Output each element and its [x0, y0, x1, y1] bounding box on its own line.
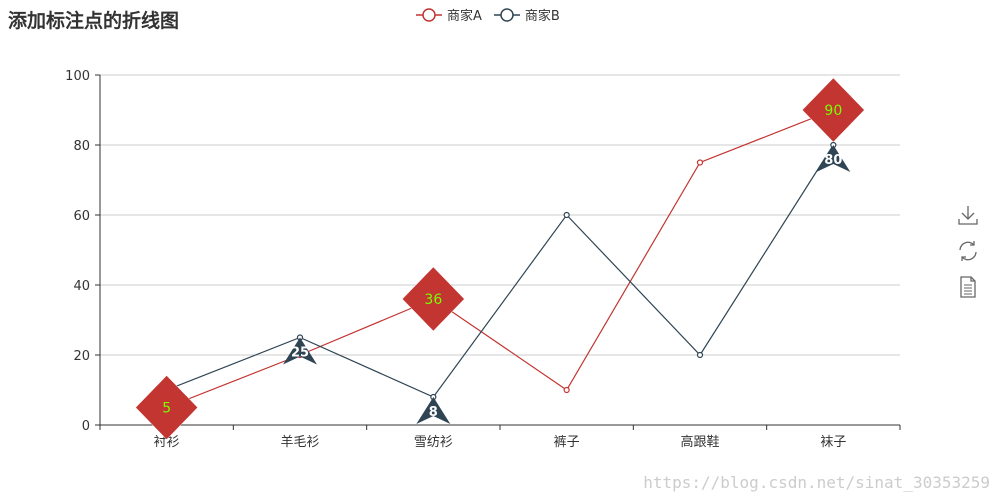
legend-item-b[interactable]: 商家B [493, 5, 560, 24]
data-point [696, 159, 704, 166]
x-tick-label: 裤子 [554, 435, 580, 450]
y-tick-label: 20 [73, 349, 90, 364]
refresh-icon[interactable] [956, 239, 980, 263]
y-tick-label: 100 [65, 69, 90, 84]
legend-label: 商家B [524, 9, 560, 24]
mark-point-label: 8 [429, 405, 438, 420]
watermark: https://blog.csdn.net/sinat_30353259 [643, 473, 990, 492]
mark-point-label: 25 [291, 346, 309, 361]
y-tick-label: 40 [73, 279, 90, 294]
x-tick-label: 雪纺衫 [414, 435, 453, 450]
mark-point-diamond [135, 375, 199, 440]
x-tick-label: 袜子 [820, 435, 846, 450]
mark-point-arrow [416, 397, 451, 424]
y-tick-label: 60 [73, 209, 90, 224]
legend-item-a[interactable]: 商家A [416, 5, 482, 24]
x-tick-label: 衬衫 [154, 435, 180, 450]
mark-point-label: 90 [824, 103, 842, 119]
data-point [563, 211, 570, 219]
mark-point-label: 36 [424, 292, 442, 308]
series-line-1 [166, 144, 834, 398]
data-point [563, 386, 570, 394]
chart-title: 添加标注点的折线图 [8, 10, 180, 32]
mark-point-label: 5 [162, 401, 171, 417]
mark-point-label: 80 [824, 153, 842, 168]
x-tick-label: 羊毛衫 [280, 434, 319, 450]
legend-line-circle-icon [416, 7, 442, 22]
series-line-0 [166, 109, 834, 409]
data-point [696, 351, 704, 359]
legend: 商家A 商家B [416, 5, 560, 24]
mark-point-arrow [283, 337, 317, 365]
mark-point-diamond [801, 77, 865, 143]
x-tick-label: 高跟鞋 [680, 434, 719, 450]
legend-line-circle-icon [493, 7, 520, 22]
legend-label: 商家A [447, 9, 482, 24]
y-tick-label: 0 [82, 419, 90, 434]
mark-point-arrow [816, 145, 851, 172]
download-icon[interactable] [956, 203, 980, 227]
data-view-icon[interactable] [956, 275, 980, 299]
y-tick-label: 80 [73, 139, 90, 154]
mark-point-diamond [401, 266, 465, 332]
toolbox [956, 203, 980, 299]
